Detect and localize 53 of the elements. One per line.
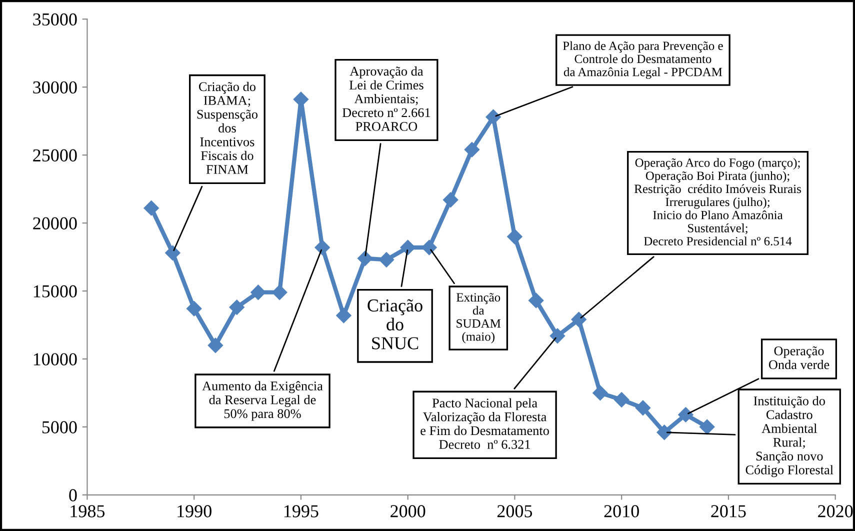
point [656,424,672,440]
y-tick-label: 25000 [33,149,77,162]
annotation: Instituição do Cadastro Ambiental Rural; Sanção novo Código Florestal [746,396,834,478]
annotation: Operação Arco do Fogo (março); Operação Boi Pirata (junho); Restrição crédito Imóveis Rurais Irrerugulares (julho); Inicio do Plano Amazônia Sustentável; Decreto Presidencial nº 6.514 [634,158,801,246]
annotation: Plano de Ação para Prevenção e Controle do Desmatamento da Amazônia Legal - PPCDAM [562,41,723,79]
point [165,245,180,260]
point [400,240,416,256]
point [571,312,586,328]
point [550,328,566,344]
point [358,250,373,266]
point [443,192,458,208]
y-tick-label: 15000 [34,285,77,298]
annotation: Pacto Nacional pela Valorização da Floresta e Fim do Desmatamento Decreto nº 6.321 [420,398,549,449]
x-tick-label: 2015 [711,505,746,518]
point [422,240,437,256]
point [507,229,522,244]
x-tick-label: 2010 [604,505,639,518]
point [592,385,608,401]
point [635,400,651,416]
y-tick-label: 20000 [33,217,77,230]
annotation: Criação do SNUC [368,299,422,350]
y-tick-label: 30000 [33,81,77,94]
point [272,284,288,300]
point [208,338,224,353]
point [336,308,352,324]
annotation: Aumento da Exigência da Reserva Legal de 50% para 80% [202,381,323,421]
point [293,92,309,107]
x-tick-label: 2005 [497,505,532,518]
point [229,300,244,315]
point [186,301,202,316]
point [678,407,694,422]
y-tick-label: 0 [69,489,77,502]
point [464,142,480,158]
annotation: Operação Onda verde [768,346,830,370]
annotation: Aprovação da Lei de Crimes Ambientais; Decreto nº 2.661 PROARCO [342,66,430,131]
y-tick-label: 5000 [42,421,77,434]
point [314,240,330,256]
y-tick-label: 10000 [34,353,77,366]
y-tick-label: 35000 [33,13,77,26]
point [700,419,715,434]
x-tick-label: 2000 [390,505,426,518]
point [144,200,159,216]
point [378,252,394,268]
point [250,284,266,300]
annotation: Extinção da SUDAM (maio) [456,293,501,344]
x-tick-label: 1995 [284,505,318,518]
x-tick-label: 2020 [818,505,853,518]
point [614,392,630,408]
point [528,292,544,308]
annotation: Criação do IBAMA; Suspensção dos Incentivos Fiscais do FINAM [197,82,258,174]
x-tick-label: 1985 [70,505,105,518]
x-tick-label: 1990 [178,505,212,518]
point [486,109,501,125]
